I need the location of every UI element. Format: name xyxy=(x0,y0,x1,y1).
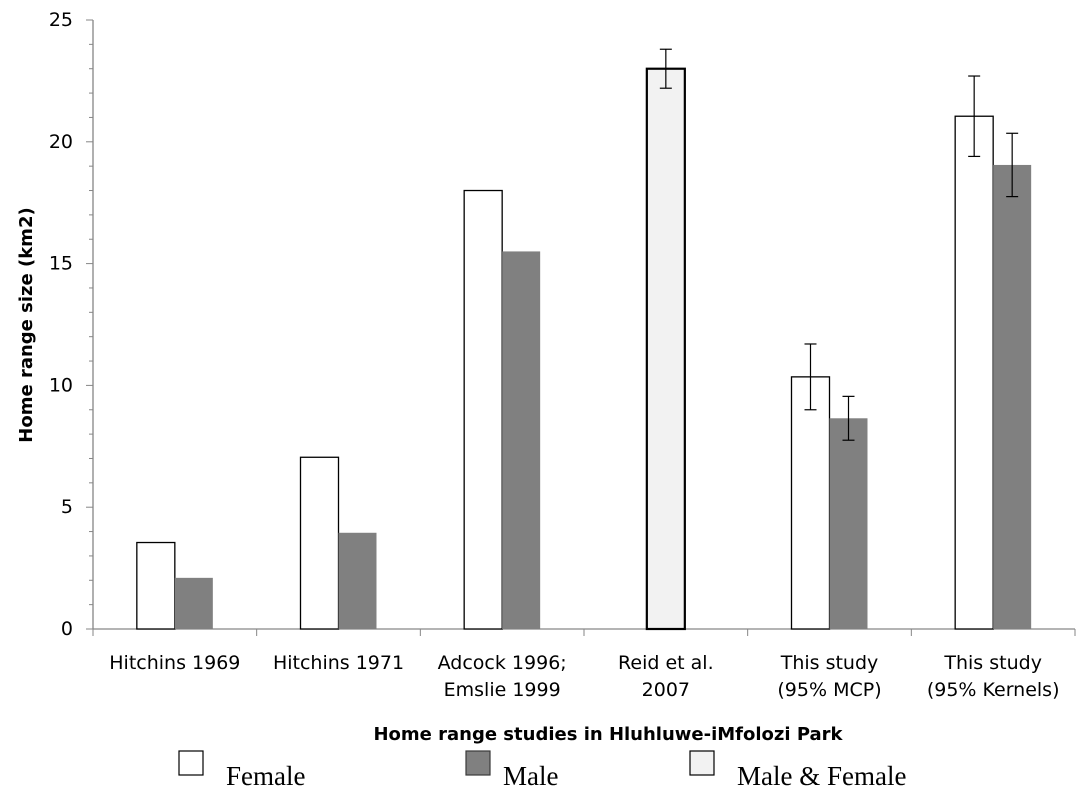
bar-female-2 xyxy=(463,189,503,630)
legend: Female Male Male & Female xyxy=(178,750,906,789)
bar-female-4 xyxy=(790,376,831,630)
bar-male-5 xyxy=(993,164,1032,629)
legend-swatch-male xyxy=(465,750,491,776)
bar-female-0 xyxy=(136,541,176,630)
bar-male-0 xyxy=(174,577,213,629)
bar-male-female-3 xyxy=(645,67,686,631)
y-axis-title: Home range size (km2) xyxy=(16,207,37,442)
x-axis-title: Home range studies in Hluhluwe-iMfolozi … xyxy=(373,724,843,745)
y-tick-label: 25 xyxy=(49,9,73,31)
bar-male-2 xyxy=(502,251,541,630)
legend-swatch-male-female xyxy=(689,750,715,776)
x-tick-label: Hitchins 1969 xyxy=(109,652,240,674)
bar-female-5 xyxy=(954,115,994,630)
y-tick-label: 0 xyxy=(61,618,73,640)
x-tick-label: This study (95% MCP) xyxy=(777,652,881,701)
x-tick-label: This study (95% Kernels) xyxy=(927,652,1060,701)
bar-male-1 xyxy=(338,532,377,629)
x-tick-label: Hitchins 1971 xyxy=(273,652,404,674)
y-tick-label: 5 xyxy=(61,496,73,518)
legend-label: Female xyxy=(226,761,305,789)
legend-label: Male & Female xyxy=(737,761,906,789)
bar-female-1 xyxy=(299,456,340,630)
y-tick-label: 15 xyxy=(49,253,73,275)
y-tick-label: 20 xyxy=(49,131,73,153)
x-tick-label: Reid et al. 2007 xyxy=(618,652,714,701)
bar-male-4 xyxy=(829,418,868,629)
x-tick-label: Adcock 1996; Emslie 1999 xyxy=(438,652,567,701)
legend-swatch-female xyxy=(178,750,204,776)
y-tick-label: 10 xyxy=(49,374,73,396)
legend-label: Male xyxy=(503,761,558,789)
plot-area: 0 5 10 15 20 25 Hitchins 1969 Hitchins 1971 Adco… xyxy=(49,9,1076,701)
